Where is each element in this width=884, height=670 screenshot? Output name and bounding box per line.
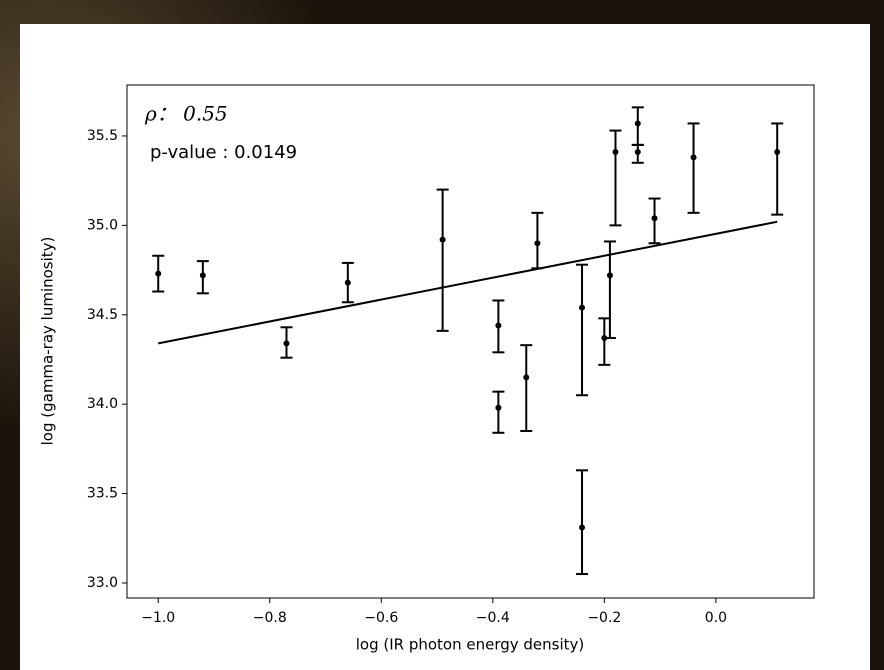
point — [690, 154, 697, 161]
point — [199, 272, 206, 279]
x-axis-label: log (IR photon energy density) — [356, 636, 585, 654]
y-tick-label: 33.5 — [87, 486, 118, 502]
y-tick-label: 34.0 — [87, 396, 118, 412]
point — [495, 404, 502, 411]
y-axis-label: log (gamma-ray luminosity) — [39, 237, 57, 446]
point — [534, 240, 541, 247]
error-bar — [603, 240, 616, 340]
error-bar — [598, 317, 611, 366]
fit-line — [158, 220, 778, 345]
error-bar — [576, 469, 589, 576]
point — [439, 236, 446, 243]
x-tick-label: −1.0 — [141, 610, 175, 626]
point — [612, 149, 619, 156]
error-bar — [492, 390, 505, 434]
point — [606, 272, 613, 279]
point — [344, 279, 351, 286]
x-tick-label: −0.2 — [587, 610, 621, 626]
point — [579, 304, 586, 311]
point — [774, 149, 781, 156]
error-bar — [436, 188, 449, 332]
point — [283, 340, 290, 347]
y-tick-label: 35.5 — [87, 128, 118, 144]
plot-frame — [126, 84, 815, 599]
error-bar — [576, 263, 589, 397]
point — [495, 322, 502, 329]
point — [155, 270, 162, 277]
x-tick-label: −0.4 — [476, 610, 510, 626]
panel — [20, 24, 870, 670]
y-tick-label: 34.5 — [87, 307, 118, 323]
x-tick-label: −0.8 — [253, 610, 287, 626]
x-tick-label: 0.0 — [705, 610, 727, 626]
y-tick-label: 35.0 — [87, 217, 118, 233]
y-tick-label: 33.0 — [87, 575, 118, 591]
annotation: p-value : 0.0149 — [150, 142, 297, 163]
point — [579, 524, 586, 531]
error-bar — [771, 122, 784, 216]
point — [523, 374, 530, 381]
error-bar — [520, 344, 533, 432]
point — [634, 149, 641, 156]
point — [651, 215, 658, 222]
point — [634, 120, 641, 127]
annotation: ρ： 0.55 — [144, 102, 228, 126]
error-bar — [687, 122, 700, 214]
error-bar — [609, 129, 622, 227]
x-tick-label: −0.6 — [364, 610, 398, 626]
